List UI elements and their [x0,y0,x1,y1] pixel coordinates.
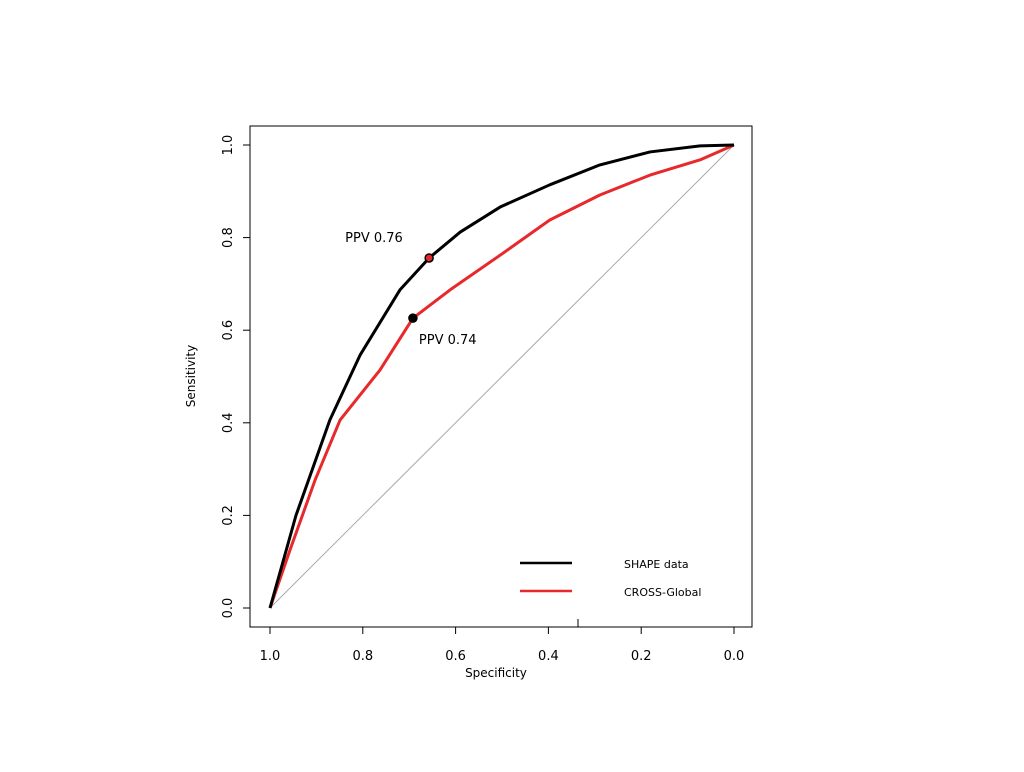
x-tick-label: 1.0 [260,649,281,664]
y-tick-label: 0.8 [221,227,236,248]
ppv-marker [424,253,434,263]
legend: SHAPE data CROSS-Global [520,558,701,599]
legend-label-cross: CROSS-Global [624,586,701,599]
x-tick-label: 0.8 [352,649,373,664]
reference-diagonal [269,144,735,609]
x-axis-label: Specificity [465,666,527,680]
x-tick-label: 0.4 [538,649,559,664]
series-line-shape-data [268,143,735,609]
ppv-marker [408,313,418,323]
series-line-cross-global [268,143,735,609]
x-tick-label: 0.2 [631,649,652,664]
legend-label-shape: SHAPE data [624,558,689,571]
y-tick-label: 0.0 [221,598,236,619]
y-tick-label: 0.4 [221,412,236,433]
x-tick-label: 0.0 [724,649,745,664]
plot-frame [249,125,753,628]
ppv-label: PPV 0.74 [419,333,477,348]
y-tick-label: 0.6 [221,320,236,341]
y-tick-label: 0.2 [221,505,236,526]
ppv-label: PPV 0.76 [345,231,403,246]
y-tick-label: 1.0 [221,135,236,156]
x-tick-label: 0.6 [445,649,466,664]
y-axis-label: Sensitivity [184,345,198,407]
